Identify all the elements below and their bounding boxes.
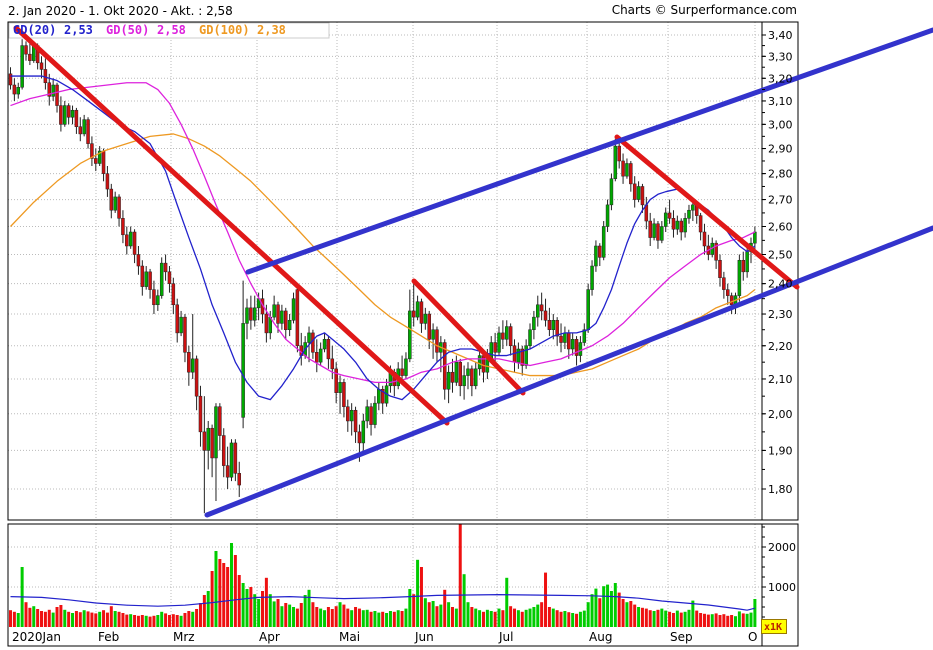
volume-bars bbox=[9, 524, 757, 627]
price-tick-label: 2,60 bbox=[768, 221, 793, 234]
volume-axis: 1000 2000 bbox=[762, 526, 796, 618]
price-tick-label: 2,50 bbox=[768, 249, 793, 262]
month-label-feb: Feb bbox=[98, 630, 119, 644]
trendlines bbox=[13, 25, 933, 518]
date-range-title: 2. Jan 2020 - 1. Okt 2020 - Akt. : 2,58 bbox=[8, 4, 233, 18]
downtrend-line-2 bbox=[411, 278, 526, 396]
volume-unit-badge: x1K bbox=[761, 619, 787, 634]
price-tick-label: 3,10 bbox=[768, 95, 793, 108]
month-label-o: O bbox=[748, 630, 757, 644]
ma-line-gd20 bbox=[10, 75, 756, 401]
price-tick-label: 2,80 bbox=[768, 168, 793, 181]
legend-gd100-value: 2,38 bbox=[257, 23, 286, 37]
candles bbox=[8, 39, 757, 514]
legend-gd50-value: 2,58 bbox=[157, 23, 186, 37]
price-tick-label: 1,90 bbox=[768, 444, 793, 457]
month-label-jun: Jun bbox=[414, 630, 434, 644]
price-tick-label: 2,10 bbox=[768, 373, 793, 386]
price-tick-label: 3,20 bbox=[768, 72, 793, 85]
month-label-aug: Aug bbox=[589, 630, 612, 644]
price-tick-label: 1,80 bbox=[768, 483, 793, 496]
price-tick-label: 2,20 bbox=[768, 340, 793, 353]
chart-credit: Charts © Surperformance.com bbox=[612, 3, 797, 17]
price-tick-label: 2,00 bbox=[768, 408, 793, 421]
ma-line-gd100 bbox=[10, 133, 756, 377]
price-tick-label: 3,00 bbox=[768, 118, 793, 131]
month-label-mrz: Mrz bbox=[173, 630, 195, 644]
chart-render-root: 3,40 3,30 3,20 3,10 3,00 2,90 2,80 2,70 2,60 2,50… bbox=[7, 21, 933, 647]
channel-lower-line bbox=[204, 225, 933, 518]
legend-gd20-value: 2,53 bbox=[64, 23, 93, 37]
price-tick-label: 3,30 bbox=[768, 50, 793, 63]
volume-unit-badge-box bbox=[761, 619, 787, 634]
month-label-apr: Apr bbox=[259, 630, 280, 644]
downtrend-line-3 bbox=[614, 134, 800, 290]
price-axis: 3,40 3,30 3,20 3,10 3,00 2,90 2,80 2,70 2,60 2,50… bbox=[762, 29, 793, 496]
month-label-2020jan: 2020Jan bbox=[12, 630, 61, 644]
legend-box bbox=[8, 22, 330, 39]
legend-gd20-label: GD(20) bbox=[13, 23, 56, 37]
ma-legend: GD(20) 2,53 GD(50) 2,58 GD(100) 2,38 bbox=[13, 23, 286, 37]
price-tick-label: 2,70 bbox=[768, 194, 793, 207]
gridlines bbox=[8, 22, 762, 627]
price-tick-label: 2,40 bbox=[768, 278, 793, 291]
volume-unit-label: x1K bbox=[764, 622, 782, 633]
channel-upper-line bbox=[245, 27, 933, 275]
downtrend-line-1 bbox=[13, 25, 450, 426]
price-tick-label: 2,30 bbox=[768, 308, 793, 321]
volume-tick-label: 1000 bbox=[768, 581, 796, 594]
month-labels: 2020Jan Feb Mrz Apr Mai Jun Jul Aug Sep O bbox=[12, 630, 757, 644]
volume-ma-line bbox=[10, 593, 756, 611]
volume-tick-label: 2000 bbox=[768, 541, 796, 554]
month-label-jul: Jul bbox=[498, 630, 513, 644]
price-tick-label: 3,40 bbox=[768, 29, 793, 42]
price-tick-label: 2,90 bbox=[768, 143, 793, 156]
ma-line-gd50 bbox=[10, 82, 756, 384]
panel-frames bbox=[7, 21, 799, 647]
legend-gd100-label: GD(100) bbox=[199, 23, 250, 37]
legend-gd50-label: GD(50) bbox=[106, 23, 149, 37]
month-label-mai: Mai bbox=[339, 630, 360, 644]
month-label-sep: Sep bbox=[670, 630, 693, 644]
